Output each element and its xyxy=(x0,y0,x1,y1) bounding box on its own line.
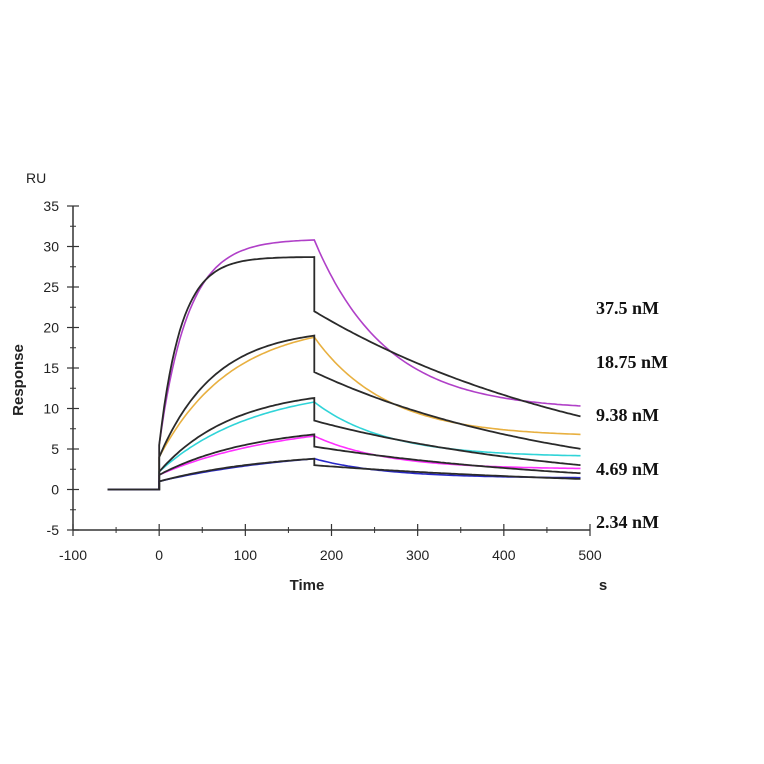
x-tick-label: 100 xyxy=(234,547,258,563)
x-tick-label: 500 xyxy=(578,547,602,563)
data-trace xyxy=(107,401,581,491)
concentration-labels: 37.5 nM 18.75 nM 9.38 nM 4.69 nM 2.34 nM xyxy=(596,298,668,532)
data-trace xyxy=(107,239,581,491)
y-tick-label: 10 xyxy=(43,401,59,417)
y-tick-label: 25 xyxy=(43,279,59,295)
fit-curve xyxy=(107,433,581,491)
y-tick-label: 20 xyxy=(43,320,59,336)
x-tick-label: 0 xyxy=(155,547,163,563)
y-unit-label: RU xyxy=(26,170,46,186)
y-tick-label: 15 xyxy=(43,360,59,376)
y-tick-label: 5 xyxy=(51,441,59,457)
y-tick-label: 0 xyxy=(51,482,59,498)
fit-curve xyxy=(107,334,581,491)
x-tick-label: -100 xyxy=(59,547,87,563)
y-tick-label: -5 xyxy=(47,522,60,538)
y-tick-label: 35 xyxy=(43,198,59,214)
y-tick-label: 30 xyxy=(43,239,59,255)
concentration-label: 2.34 nM xyxy=(596,512,659,532)
curves xyxy=(107,239,581,491)
x-tick-label: 200 xyxy=(320,547,344,563)
fit-curve xyxy=(107,457,581,491)
axes: -5 0 5 10 15 20 25 30 35 -100 0 100 200 300 400 500 xyxy=(43,198,601,563)
fit-curve xyxy=(107,396,581,491)
x-unit-label: s xyxy=(599,577,607,594)
x-tick-label: 300 xyxy=(406,547,430,563)
data-trace xyxy=(107,336,581,491)
data-trace xyxy=(107,457,581,491)
data-trace xyxy=(107,435,581,491)
concentration-label: 4.69 nM xyxy=(596,459,659,479)
x-tick-label: 400 xyxy=(492,547,516,563)
concentration-label: 9.38 nM xyxy=(596,405,659,425)
concentration-label: 37.5 nM xyxy=(596,298,659,318)
concentration-label: 18.75 nM xyxy=(596,352,668,372)
x-axis-title: Time xyxy=(290,577,325,594)
fit-curve xyxy=(107,256,581,491)
y-axis-title: Response xyxy=(10,344,27,416)
